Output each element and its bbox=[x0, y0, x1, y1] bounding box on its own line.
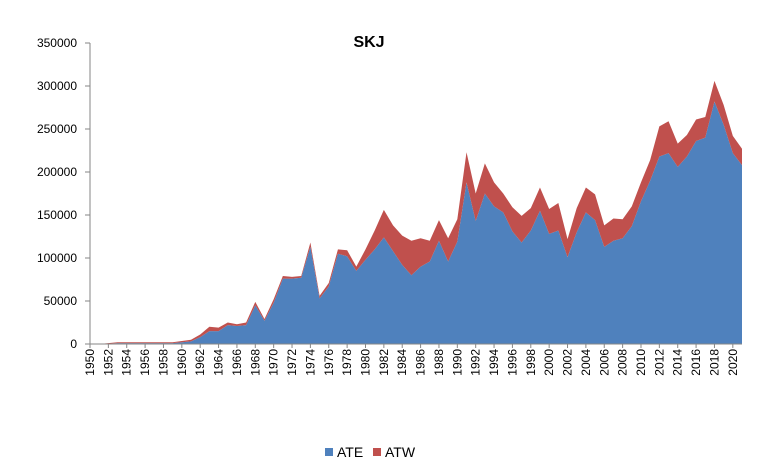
x-tick-label: 1952 bbox=[101, 349, 115, 376]
x-tick-label: 1980 bbox=[358, 349, 372, 376]
y-tick-label: 0 bbox=[70, 337, 77, 351]
x-tick-label: 1964 bbox=[212, 349, 226, 376]
legend-swatch-ate bbox=[325, 448, 333, 456]
x-tick-label: 2004 bbox=[579, 349, 593, 376]
x-tick-label: 1956 bbox=[138, 349, 152, 376]
x-tick-label: 1972 bbox=[285, 349, 299, 376]
x-tick-label: 2008 bbox=[616, 349, 630, 376]
chart-title: SKJ bbox=[353, 34, 384, 51]
legend-label-atw: ATW bbox=[385, 444, 416, 460]
x-tick-label: 1960 bbox=[175, 349, 189, 376]
x-tick-label: 1988 bbox=[432, 349, 446, 376]
legend-label-ate: ATE bbox=[337, 444, 363, 460]
y-tick-label: 350000 bbox=[37, 36, 77, 50]
x-tick-label: 1984 bbox=[395, 349, 409, 376]
x-tick-label: 1950 bbox=[83, 349, 97, 376]
x-axis: 1950 1952 1954 1956 1958 1960 1962 1964 1966 1968… bbox=[83, 343, 742, 376]
x-tick-label: 1978 bbox=[340, 349, 354, 376]
plot-areas bbox=[90, 80, 742, 344]
x-tick-label: 2006 bbox=[597, 349, 611, 376]
y-tick-label: 50000 bbox=[44, 294, 78, 308]
x-tick-label: 1990 bbox=[450, 349, 464, 376]
x-tick-label: 2018 bbox=[707, 349, 721, 376]
x-tick-label: 1954 bbox=[120, 349, 134, 376]
x-tick-label: 1986 bbox=[414, 349, 428, 376]
x-tick-label: 1958 bbox=[156, 349, 170, 376]
x-tick-label: 2020 bbox=[726, 349, 740, 376]
x-tick-label: 1968 bbox=[248, 349, 262, 376]
y-tick-label: 250000 bbox=[37, 122, 77, 136]
y-tick-label: 100000 bbox=[37, 251, 77, 265]
x-tick-label: 1970 bbox=[267, 349, 281, 376]
x-tick-label: 1966 bbox=[230, 349, 244, 376]
y-tick-label: 300000 bbox=[37, 79, 77, 93]
x-tick-label: 1982 bbox=[377, 349, 391, 376]
area-series-ate bbox=[90, 101, 742, 344]
x-tick-label: 2002 bbox=[561, 349, 575, 376]
x-tick-label: 1998 bbox=[524, 349, 538, 376]
x-tick-label: 1976 bbox=[322, 349, 336, 376]
legend: ATE ATW bbox=[325, 444, 416, 460]
x-tick-label: 1996 bbox=[505, 349, 519, 376]
x-tick-label: 1992 bbox=[469, 349, 483, 376]
x-tick-label: 2010 bbox=[634, 349, 648, 376]
x-tick-label: 1994 bbox=[487, 349, 501, 376]
x-tick-label: 1974 bbox=[303, 349, 317, 376]
legend-swatch-atw bbox=[373, 448, 381, 456]
x-tick-label: 2012 bbox=[652, 349, 666, 376]
y-axis: 0 50000 100000 150000 200000 250000 300000 3500… bbox=[37, 36, 91, 351]
x-tick-label: 2014 bbox=[671, 349, 685, 376]
y-tick-label: 150000 bbox=[37, 208, 77, 222]
x-tick-label: 2016 bbox=[689, 349, 703, 376]
y-tick-label: 200000 bbox=[37, 165, 77, 179]
x-tick-label: 2000 bbox=[542, 349, 556, 376]
x-tick-label: 1962 bbox=[193, 349, 207, 376]
